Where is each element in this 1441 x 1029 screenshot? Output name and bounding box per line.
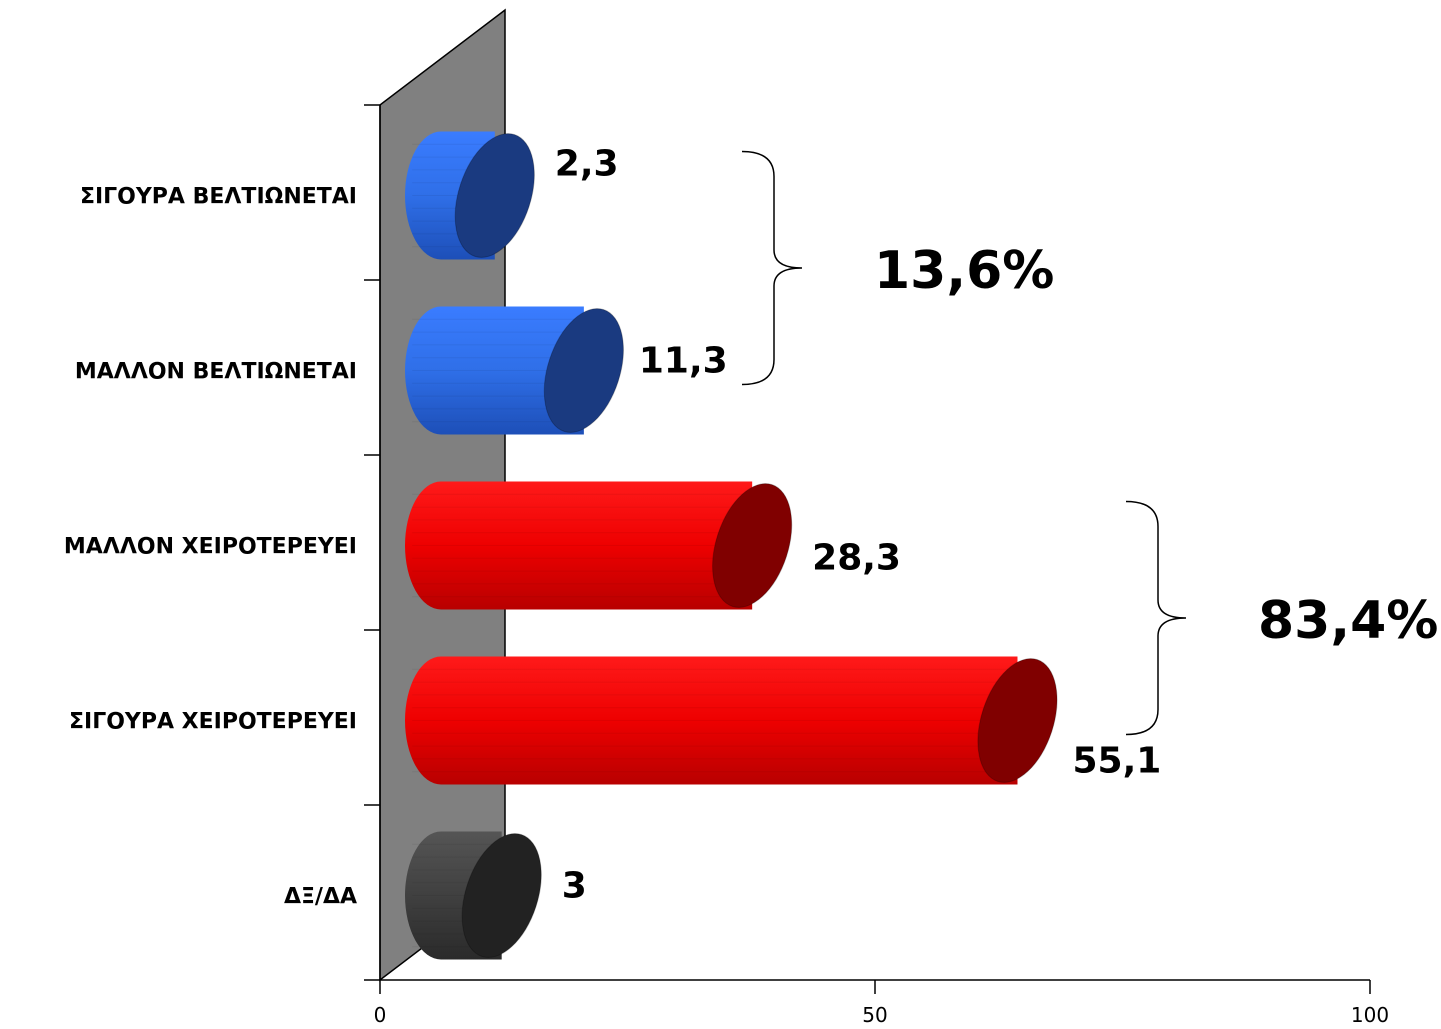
brace-shape <box>741 150 803 386</box>
annotation-brace: 83,4% <box>1125 500 1438 736</box>
bar <box>405 656 1058 785</box>
x-tick-label: 50 <box>862 1003 887 1027</box>
category-label: ΔΞ/ΔΑ <box>284 885 357 910</box>
value-label: 2,3 <box>555 144 619 185</box>
bar <box>405 306 624 435</box>
bar-end-cap <box>461 833 542 958</box>
bar-end-cap <box>543 308 624 433</box>
bar-body <box>405 656 1018 785</box>
bar-end-cap <box>454 133 535 258</box>
value-label: 55,1 <box>1072 741 1161 782</box>
value-label: 3 <box>562 866 587 907</box>
bar <box>405 131 535 260</box>
x-tick-label: 0 <box>374 1003 387 1027</box>
bar-series <box>405 131 1058 960</box>
category-label: ΜΑΛΛΟΝ ΧΕΙΡΟΤΕΡΕΥΕΙ <box>64 535 357 560</box>
group-total-label: 83,4% <box>1258 591 1438 651</box>
category-label: ΣΙΓΟΥΡΑ ΒΕΛΤΙΩΝΕΤΑΙ <box>80 185 357 210</box>
bar-end-cap <box>712 483 793 608</box>
x-tick-label: 100 <box>1351 1003 1389 1027</box>
annotation-brace: 13,6% <box>741 150 1054 386</box>
bar-body <box>405 481 753 610</box>
category-labels: ΣΙΓΟΥΡΑ ΒΕΛΤΙΩΝΕΤΑΙ ΜΑΛΛΟΝ ΒΕΛΤΙΩΝΕΤΑΙ ΜΑΛ… <box>64 185 357 910</box>
brace-shape <box>1125 500 1187 736</box>
category-label: ΜΑΛΛΟΝ ΒΕΛΤΙΩΝΕΤΑΙ <box>75 360 357 385</box>
bar <box>405 831 542 960</box>
bar-end-cap <box>977 658 1058 783</box>
bar <box>405 481 793 610</box>
value-label: 28,3 <box>812 538 901 579</box>
value-labels: 2,3 11,3 28,3 55,1 3 <box>555 144 1162 907</box>
bar-body <box>405 306 584 435</box>
group-total-label: 13,6% <box>874 241 1054 301</box>
y-axis-ticks <box>364 104 380 981</box>
value-label: 11,3 <box>639 341 728 382</box>
x-axis-ticks: 0 50 100 <box>374 980 1389 1027</box>
group-annotations: 13,6% 83,4% <box>741 150 1438 736</box>
category-label: ΣΙΓΟΥΡΑ ΧΕΙΡΟΤΕΡΕΥΕΙ <box>69 710 357 735</box>
